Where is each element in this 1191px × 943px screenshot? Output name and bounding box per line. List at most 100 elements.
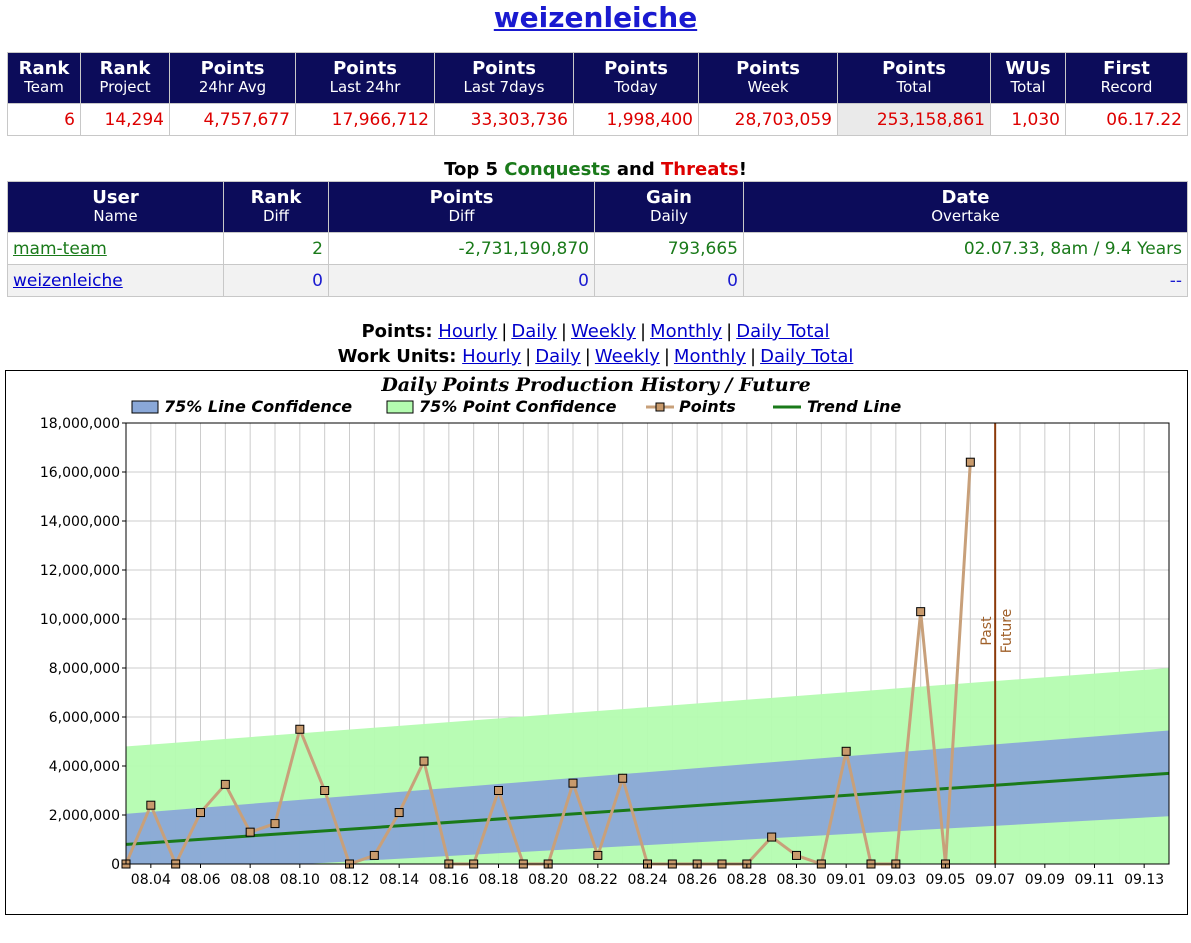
- points-monthly-link[interactable]: Monthly: [650, 321, 723, 342]
- legend-points-label: Points: [679, 397, 736, 416]
- table-row: weizenleiche 0 0 0 --: [7, 264, 1188, 297]
- header-rank-diff: Rank Diff: [223, 181, 329, 233]
- stats-value-row: 6 14,294 4,757,677 17,966,712 33,303,736…: [7, 103, 1188, 136]
- points-weekly-link[interactable]: Weekly: [571, 321, 636, 342]
- value-rank-project: 14,294: [80, 103, 170, 136]
- header-gain-daily: Gain Daily: [594, 181, 744, 233]
- points-links-label: Points:: [361, 321, 433, 342]
- value-points-last-7days: 33,303,736: [434, 103, 574, 136]
- team-title-link[interactable]: weizenleiche: [493, 1, 698, 34]
- points-history-chart: Past Future 0 2,000,000 4,000,000 6,000,000 8,…: [5, 370, 1188, 915]
- past-label: Past: [979, 616, 995, 646]
- x-tick-label: 09.05: [925, 872, 965, 888]
- x-tick-label: 08.22: [578, 872, 618, 888]
- value-points-24hr-avg: 4,757,677: [169, 103, 296, 136]
- points-marker: [295, 724, 305, 734]
- x-tick-label: 09.13: [1124, 872, 1164, 888]
- points-marker: [270, 819, 280, 829]
- header-points-week: Points Week: [698, 52, 838, 104]
- user-link[interactable]: weizenleiche: [13, 270, 123, 291]
- points-daily-link[interactable]: Daily: [511, 321, 557, 342]
- x-tick-label: 08.10: [280, 872, 320, 888]
- legend-points-marker: [655, 402, 665, 412]
- x-tick-label: 08.06: [180, 872, 220, 888]
- y-tick-label: 10,000,000: [40, 612, 120, 628]
- overtake-cell: --: [743, 264, 1188, 297]
- header-points-24hr-avg: Points 24hr Avg: [169, 52, 296, 104]
- points-marker: [220, 779, 230, 789]
- points-marker: [792, 850, 801, 860]
- x-tick-label: 08.08: [230, 872, 270, 888]
- points-marker: [320, 786, 330, 795]
- points-marker: [196, 808, 205, 818]
- points-marker: [618, 773, 628, 783]
- conquests-caption: Top 5 Conquests and Threats!: [444, 159, 747, 180]
- legend-trend-line-label: Trend Line: [807, 397, 901, 416]
- legend-point-confidence-swatch: [386, 400, 414, 414]
- work-units-links-label: Work Units:: [337, 346, 457, 367]
- x-tick-label: 08.16: [429, 872, 469, 888]
- x-tick-label: 08.30: [776, 872, 816, 888]
- y-tick-label: 6,000,000: [49, 710, 120, 726]
- points-diff-cell: 0: [328, 264, 595, 297]
- wu-weekly-link[interactable]: Weekly: [594, 346, 660, 367]
- wu-hourly-link[interactable]: Hourly: [462, 346, 522, 367]
- x-tick-label: 08.14: [379, 872, 419, 888]
- y-tick-label: 0: [111, 857, 120, 873]
- value-rank-team: 6: [7, 103, 81, 136]
- x-tick-label: 09.01: [826, 872, 866, 888]
- x-tick-label: 09.07: [975, 872, 1015, 888]
- points-marker: [369, 850, 379, 860]
- page-title: weizenleiche: [0, 0, 1191, 36]
- legend-line-confidence-swatch: [131, 400, 159, 414]
- header-wus-total: WUs Total: [990, 52, 1066, 104]
- x-tick-label: 08.04: [131, 872, 171, 888]
- points-marker: [245, 827, 255, 837]
- y-tick-label: 18,000,000: [40, 416, 120, 432]
- value-wus-total: 1,030: [990, 103, 1066, 136]
- points-marker: [568, 778, 578, 788]
- points-marker: [841, 746, 851, 756]
- legend-point-confidence-label: 75% Point Confidence: [419, 397, 617, 416]
- points-marker: [394, 808, 404, 818]
- points-marker: [965, 457, 975, 467]
- value-points-last-24hr: 17,966,712: [295, 103, 435, 136]
- user-link[interactable]: mam-team: [13, 238, 107, 259]
- header-date-overtake: Date Overtake: [743, 181, 1188, 233]
- header-points-today: Points Today: [573, 52, 699, 104]
- y-tick-label: 16,000,000: [40, 465, 120, 481]
- x-tick-label: 09.03: [876, 872, 916, 888]
- y-tick-label: 8,000,000: [49, 661, 120, 677]
- conquests-table: User Name Rank Diff Points Diff Gain Daily D…: [7, 181, 1188, 297]
- wu-daily-total-link[interactable]: Daily Total: [760, 346, 854, 367]
- header-rank-team: Rank Team: [7, 52, 81, 104]
- x-tick-label: 08.12: [329, 872, 369, 888]
- stats-table: Rank Team Rank Project Points 24hr Avg Poin…: [7, 52, 1188, 136]
- value-points-today: 1,998,400: [573, 103, 699, 136]
- points-hourly-link[interactable]: Hourly: [438, 321, 498, 342]
- user-name-cell: weizenleiche: [7, 264, 224, 297]
- wu-monthly-link[interactable]: Monthly: [673, 346, 746, 367]
- legend-line-confidence-label: 75% Line Confidence: [164, 397, 352, 416]
- points-daily-total-link[interactable]: Daily Total: [736, 321, 830, 342]
- header-first-record: First Record: [1065, 52, 1188, 104]
- rank-diff-cell: 2: [223, 232, 329, 265]
- value-points-total: 253,158,861: [837, 103, 991, 136]
- user-name-cell: mam-team: [7, 232, 224, 265]
- gain-cell: 793,665: [594, 232, 744, 265]
- x-tick-label: 08.18: [478, 872, 518, 888]
- rank-diff-cell: 0: [223, 264, 329, 297]
- y-tick-label: 4,000,000: [49, 759, 120, 775]
- conquests-header-row: User Name Rank Diff Points Diff Gain Daily D…: [7, 181, 1188, 233]
- points-marker: [593, 850, 603, 860]
- value-first-record: 06.17.22: [1065, 103, 1188, 136]
- chart-svg: Past Future 0 2,000,000 4,000,000 6,000,000 8,…: [40, 374, 1170, 888]
- x-tick-label: 08.20: [528, 872, 568, 888]
- work-units-links: Work Units: Hourly | Daily | Weekly | Monthly |…: [337, 346, 854, 367]
- stats-header-row: Rank Team Rank Project Points 24hr Avg Poin…: [7, 52, 1188, 104]
- header-user-name: User Name: [7, 181, 224, 233]
- points-marker: [767, 832, 777, 842]
- header-points-diff: Points Diff: [328, 181, 595, 233]
- wu-daily-link[interactable]: Daily: [535, 346, 581, 367]
- future-label: Future: [999, 609, 1015, 654]
